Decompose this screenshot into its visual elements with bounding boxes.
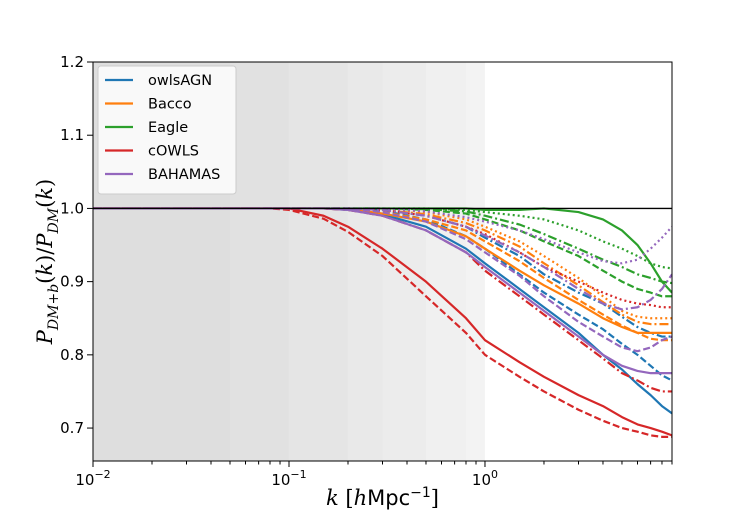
- y-axis-ticks: 0.7 0.8 0.9 1.0 1.1 1.2: [60, 53, 93, 437]
- legend: owlsAGN Bacco Eagle cOWLS BAHAMAS: [97, 65, 237, 195]
- x-tick-base: 10: [75, 471, 94, 489]
- x-axis-label: k [hMpc−1]: [326, 485, 439, 510]
- shaded-band: [425, 62, 466, 461]
- y-tick-label: 0.9: [60, 273, 84, 291]
- x-tick-base: 10: [472, 471, 491, 489]
- legend-label-owlsagn: owlsAGN: [148, 73, 212, 89]
- x-tick-exponent: 0: [491, 468, 498, 481]
- legend-label-bahamas: BAHAMAS: [148, 167, 220, 183]
- y-axis-label: PDM+b(k)/PDM(k): [33, 179, 62, 345]
- legend-label-cowls: cOWLS: [148, 144, 199, 160]
- legend-label-eagle: Eagle: [148, 120, 188, 136]
- y-tick-label: 1.1: [60, 126, 84, 144]
- shaded-band: [229, 62, 289, 461]
- x-axis-ticks: 10−2 10−1 100: [75, 461, 673, 489]
- legend-label-bacco: Bacco: [148, 97, 192, 113]
- x-tick-label: 100: [472, 468, 498, 489]
- x-tick-exponent: −1: [290, 468, 306, 481]
- x-tick-label: 10−1: [271, 468, 306, 489]
- x-tick-base: 10: [271, 471, 290, 489]
- y-tick-label: 0.7: [60, 419, 84, 437]
- shaded-band: [288, 62, 348, 461]
- x-tick-exponent: −2: [94, 468, 110, 481]
- series-line-cowls-dashed: [93, 207, 672, 438]
- legend-box: [97, 65, 237, 195]
- plot-frame: [92, 61, 673, 462]
- y-tick-label: 1.0: [60, 199, 84, 217]
- y-tick-label: 1.2: [60, 53, 84, 71]
- x-tick-label: 10−2: [75, 468, 110, 489]
- y-tick-label: 0.8: [60, 346, 84, 364]
- shaded-band: [347, 62, 383, 461]
